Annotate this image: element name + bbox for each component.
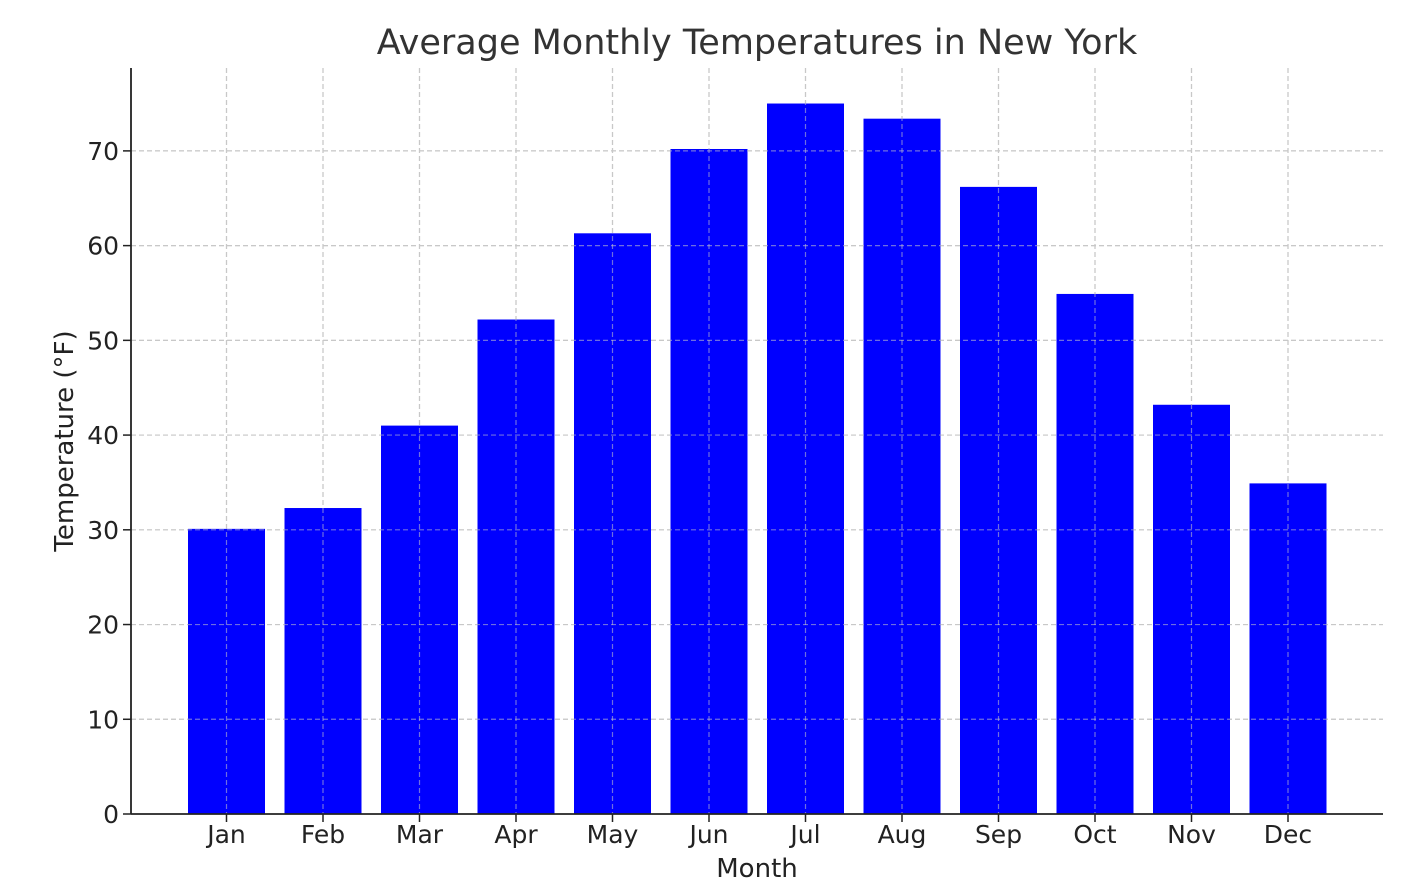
bar-mar [381, 425, 458, 814]
x-tick-label: Apr [494, 820, 538, 849]
x-axis-label: Month [716, 854, 798, 884]
x-tick-label: Jun [687, 820, 728, 849]
x-tick-label: May [587, 820, 639, 849]
y-tick-label: 10 [87, 705, 119, 734]
bars [131, 68, 1383, 815]
x-tick-label: Feb [301, 820, 345, 849]
bar-aug [863, 118, 941, 814]
x-tick-label: Nov [1167, 820, 1216, 849]
y-tick-label: 50 [87, 326, 119, 355]
y-tick-label: 40 [87, 421, 119, 450]
x-tick-label: Sep [975, 820, 1022, 849]
x-tick-label: Dec [1264, 820, 1312, 849]
y-axis-label: Temperature (°F) [50, 330, 80, 552]
ticks: 0 10 20 30 40 50 60 70 Jan Feb Mar Apr May Jun Jul Aug S… [87, 137, 1312, 849]
bar-jul [767, 103, 844, 815]
y-tick-label: 70 [87, 137, 119, 166]
y-tick-label: 0 [103, 800, 119, 829]
x-tick-label: Jul [788, 820, 820, 849]
y-tick-label: 20 [87, 611, 119, 640]
x-tick-label: Jan [205, 820, 246, 849]
chart-title: Average Monthly Temperatures in New York [377, 23, 1138, 63]
y-tick-label: 60 [87, 232, 119, 261]
x-tick-label: Oct [1073, 820, 1116, 849]
x-tick-label: Aug [878, 820, 927, 849]
y-tick-label: 30 [87, 516, 119, 545]
axes [130, 68, 1383, 815]
x-tick-label: Mar [396, 820, 444, 849]
